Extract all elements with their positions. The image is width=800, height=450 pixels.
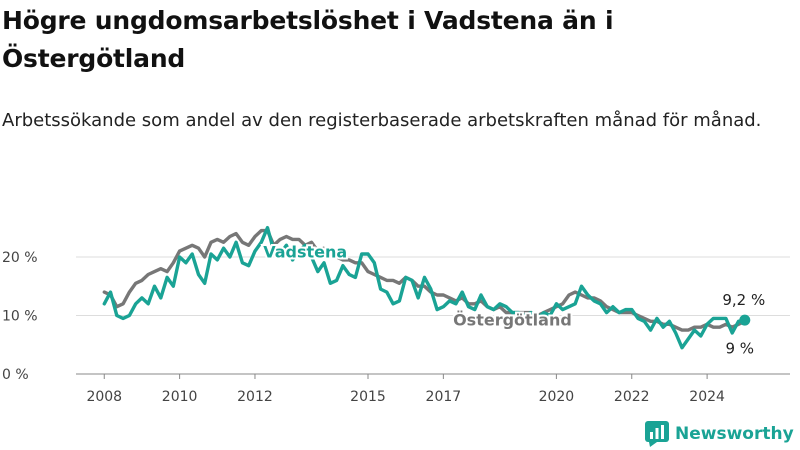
x-tick-label: 2020	[539, 389, 575, 405]
brand-name: Newsworthy	[675, 424, 794, 444]
series-end-marker	[739, 314, 751, 326]
x-axis: 2008 2010 2012 2015 2017 2020 2022 2024	[86, 374, 725, 405]
y-tick-label: 0 %	[2, 367, 29, 383]
x-tick-label: 2008	[86, 389, 122, 405]
end-value-label: 9,2 %	[722, 291, 765, 309]
x-tick-label: 2024	[689, 389, 725, 405]
x-tick-label: 2015	[350, 389, 386, 405]
series-label: Östergötland	[453, 311, 572, 330]
chart-series	[102, 226, 751, 350]
x-tick-label: 2012	[237, 389, 273, 405]
chart-labels: 9,2 % Vadstena 9 % Östergötland	[261, 240, 765, 357]
x-tick-label: 2022	[614, 389, 650, 405]
y-tick-label: 20 %	[2, 250, 38, 266]
newsworthy-brand: Newsworthy	[645, 419, 794, 449]
series-line-vadstena	[102, 226, 747, 350]
chart-title: Högre ungdomsarbetslöshet i Vadstena än …	[2, 6, 614, 73]
y-tick-label: 10 %	[2, 308, 38, 324]
series-label: Vadstena	[263, 242, 347, 261]
x-tick-label: 2010	[162, 389, 198, 405]
newsworthy-logo-icon	[645, 421, 669, 447]
end-value-label: 9 %	[725, 339, 754, 357]
chart-grid: 0 % 10 % 20 %	[2, 250, 790, 383]
x-tick-label: 2017	[426, 389, 462, 405]
chart-subtitle: Arbetssökande som andel av den registerb…	[2, 110, 762, 131]
